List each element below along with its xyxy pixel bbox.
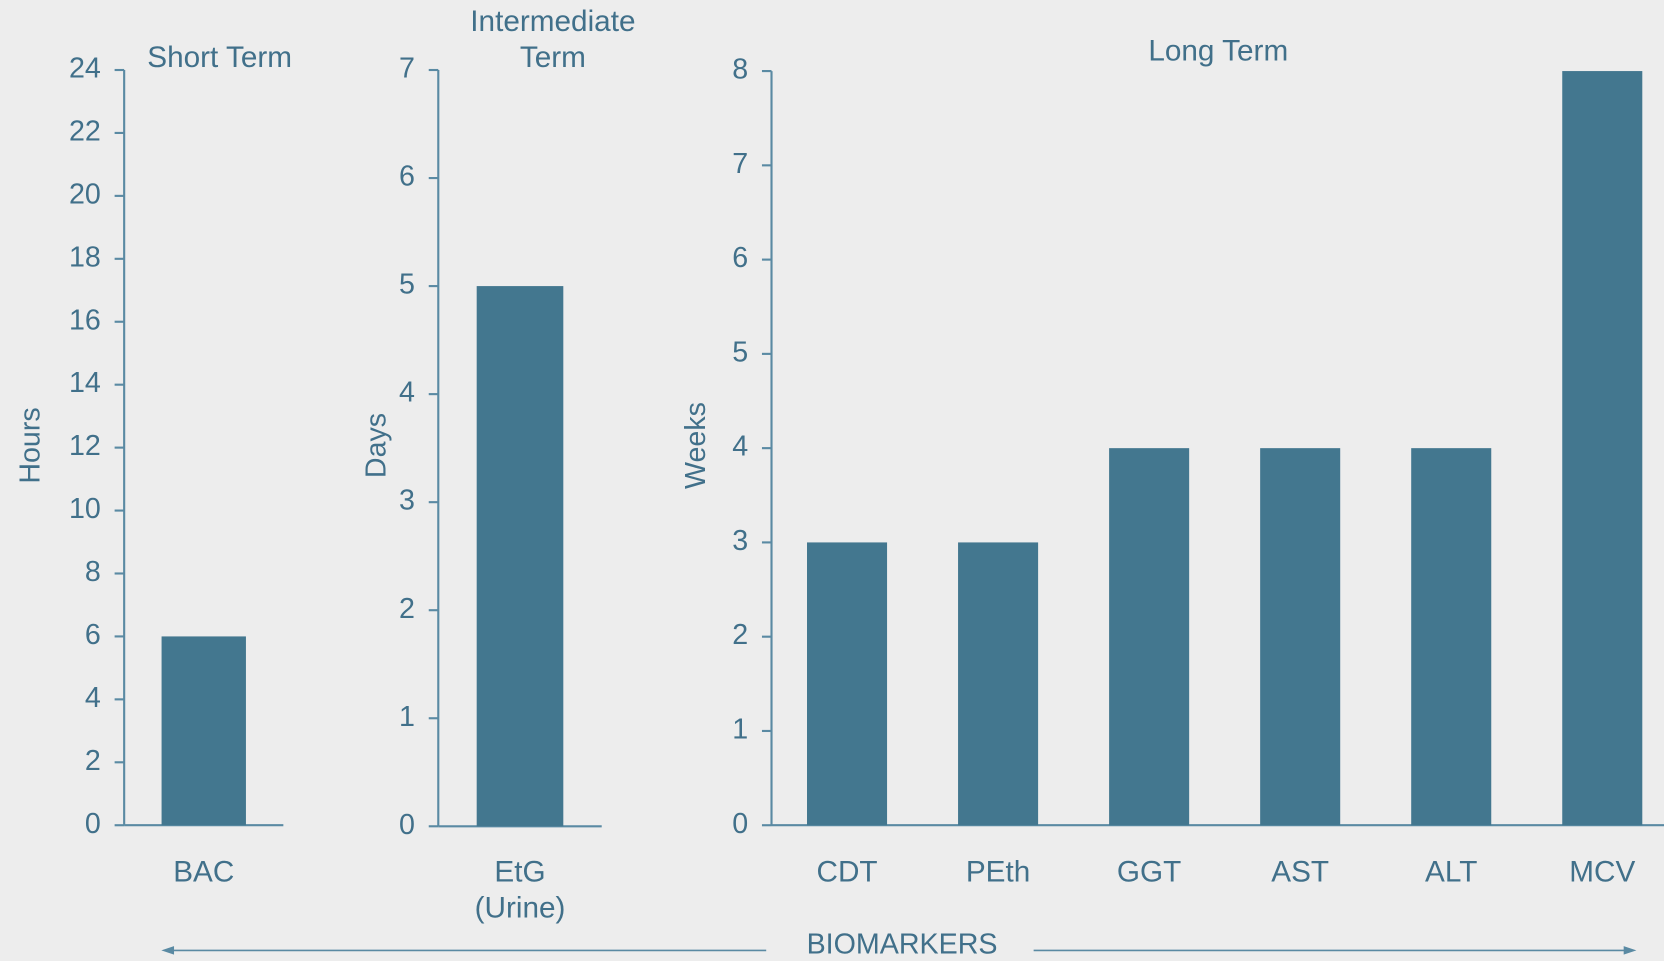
y-tick-label: 3 [732,525,748,557]
chart-title-box: Intermediate Term [470,4,636,74]
y-tick-label: 6 [85,619,101,651]
y-tick-label: 0 [399,809,415,841]
y-tick-label: 18 [69,241,101,273]
x-tick-label-box: GGT [1116,854,1182,888]
y-tick-label: 2 [732,619,748,651]
y-tick-label: 7 [732,148,748,180]
y-tick-label: 24 [69,53,101,85]
chart-title-box: Long Term [1148,33,1289,67]
x-tick-label: CDT [816,854,878,888]
y-tick-label: 7 [399,53,415,85]
bar [807,542,888,826]
bar [1411,448,1492,826]
footer-label: BIOMARKERS [807,929,998,961]
x-tick-label-box: CDT [816,854,878,888]
x-tick-label-box: ALT [1425,854,1478,888]
x-tick-label: AST [1271,854,1330,888]
y-tick-label: 16 [69,304,101,336]
chart-title: Long Term [1148,33,1289,67]
x-tick-label: EtG (Urine) [474,854,566,924]
y-tick-label: 10 [69,493,101,525]
y-tick-label: 4 [732,431,748,463]
x-tick-label-box: AST [1271,854,1330,888]
y-tick-label: 1 [399,701,415,733]
y-tick-label: 1 [732,714,748,746]
y-axis-label: Weeks [680,402,712,489]
y-tick-label: 6 [399,161,415,193]
x-tick-label: GGT [1116,854,1182,888]
x-tick-label-box: EtG (Urine) [474,854,566,924]
bar [1562,71,1643,826]
bar [161,636,246,826]
x-tick-label-box: MCV [1569,854,1636,888]
bar [1109,448,1190,826]
x-tick-label: PEth [965,854,1031,888]
bar [476,286,564,827]
bar [1260,448,1341,826]
y-tick-label: 2 [85,745,101,777]
y-tick-label: 8 [85,556,101,588]
y-axis-label: Hours [14,407,46,483]
y-tick-label: 4 [85,682,101,714]
x-tick-label: MCV [1569,854,1636,888]
y-tick-label: 2 [399,593,415,625]
y-tick-label: 22 [69,116,101,148]
arrowhead-right [1623,946,1637,955]
chart-title: Intermediate Term [470,4,636,74]
x-tick-label-box: BAC [173,854,235,888]
x-tick-label-box: PEth [965,854,1031,888]
y-tick-label: 6 [732,242,748,274]
bar [958,542,1039,826]
y-tick-label: 0 [732,808,748,840]
y-axis-label: Days [360,413,392,478]
y-tick-label: 0 [85,808,101,840]
y-tick-label: 5 [732,336,748,368]
y-tick-label: 3 [399,485,415,517]
arrowhead-left [161,946,175,955]
x-tick-label: ALT [1425,854,1478,888]
y-tick-label: 20 [69,178,101,210]
chart-title: Short Term [147,40,293,74]
x-tick-label: BAC [173,854,235,888]
y-tick-label: 14 [69,367,101,399]
y-tick-label: 12 [69,430,101,462]
y-tick-label: 4 [399,377,415,409]
chart-title-box: Short Term [147,40,293,74]
y-tick-label: 8 [732,54,748,86]
y-tick-label: 5 [399,269,415,301]
